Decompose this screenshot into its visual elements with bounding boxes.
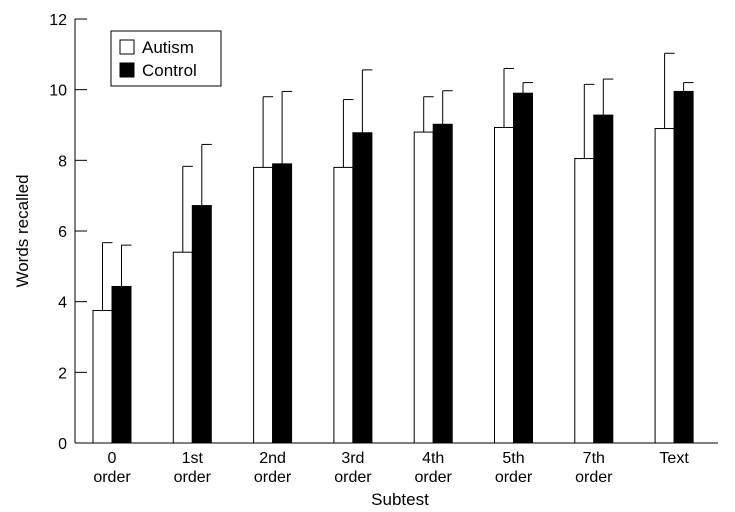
bar-autism bbox=[333, 166, 354, 444]
x-tick-label: 3rd bbox=[341, 450, 364, 467]
bars bbox=[92, 52, 694, 444]
bar-autism bbox=[172, 251, 193, 444]
bar-autism bbox=[574, 158, 595, 444]
y-tick-label: 8 bbox=[58, 153, 67, 170]
y-tick-label: 0 bbox=[58, 436, 67, 453]
y-tick-label: 6 bbox=[58, 224, 67, 241]
y-tick-label: 4 bbox=[58, 295, 67, 312]
x-tick-label-line2: order bbox=[415, 469, 453, 486]
bar-control bbox=[593, 114, 614, 444]
bar-control bbox=[111, 285, 132, 444]
x-tick-label: 7th bbox=[583, 450, 605, 467]
y-tick-label: 12 bbox=[49, 12, 67, 29]
bar-control bbox=[432, 123, 453, 444]
legend-swatch-control bbox=[119, 62, 135, 78]
bar-autism bbox=[494, 126, 514, 444]
x-tick-label-line2: order bbox=[254, 469, 292, 486]
x-tick-label: Text bbox=[659, 450, 689, 467]
x-tick-labels: 0 order 1st order 2nd order 3rd order 4th order 5t… bbox=[93, 450, 689, 486]
x-tick-label: 5th bbox=[502, 450, 524, 467]
bar-autism bbox=[654, 128, 675, 444]
bar-autism bbox=[92, 310, 113, 444]
y-ticks: 0 2 4 6 8 10 12 bbox=[49, 12, 87, 453]
x-tick-label-line2: order bbox=[174, 469, 212, 486]
x-tick-label-line2: order bbox=[93, 469, 131, 486]
bar-control bbox=[513, 92, 533, 444]
legend: Autism Control bbox=[110, 30, 222, 87]
bar-control bbox=[272, 163, 293, 444]
x-tick-label-line2: order bbox=[495, 469, 533, 486]
legend-label-control: Control bbox=[142, 61, 197, 80]
y-axis-title: Words recalled bbox=[13, 174, 32, 287]
x-tick-label: 4th bbox=[422, 450, 444, 467]
x-axis-title: Subtest bbox=[371, 490, 429, 509]
x-tick-label: 2nd bbox=[259, 450, 286, 467]
bar-control bbox=[352, 132, 373, 444]
legend-label-autism: Autism bbox=[142, 38, 194, 57]
x-tick-label-line2: order bbox=[334, 469, 372, 486]
bar-autism bbox=[253, 166, 274, 444]
x-tick-label-line2: order bbox=[575, 469, 613, 486]
x-tick-label: 0 bbox=[108, 450, 117, 467]
y-tick-label: 2 bbox=[58, 365, 67, 382]
x-tick-label: 1st bbox=[182, 450, 204, 467]
y-tick-label: 10 bbox=[49, 83, 67, 100]
bar-control bbox=[191, 205, 212, 444]
legend-swatch-autism bbox=[119, 39, 135, 55]
bar-control bbox=[673, 90, 694, 444]
bar-autism bbox=[413, 131, 434, 444]
